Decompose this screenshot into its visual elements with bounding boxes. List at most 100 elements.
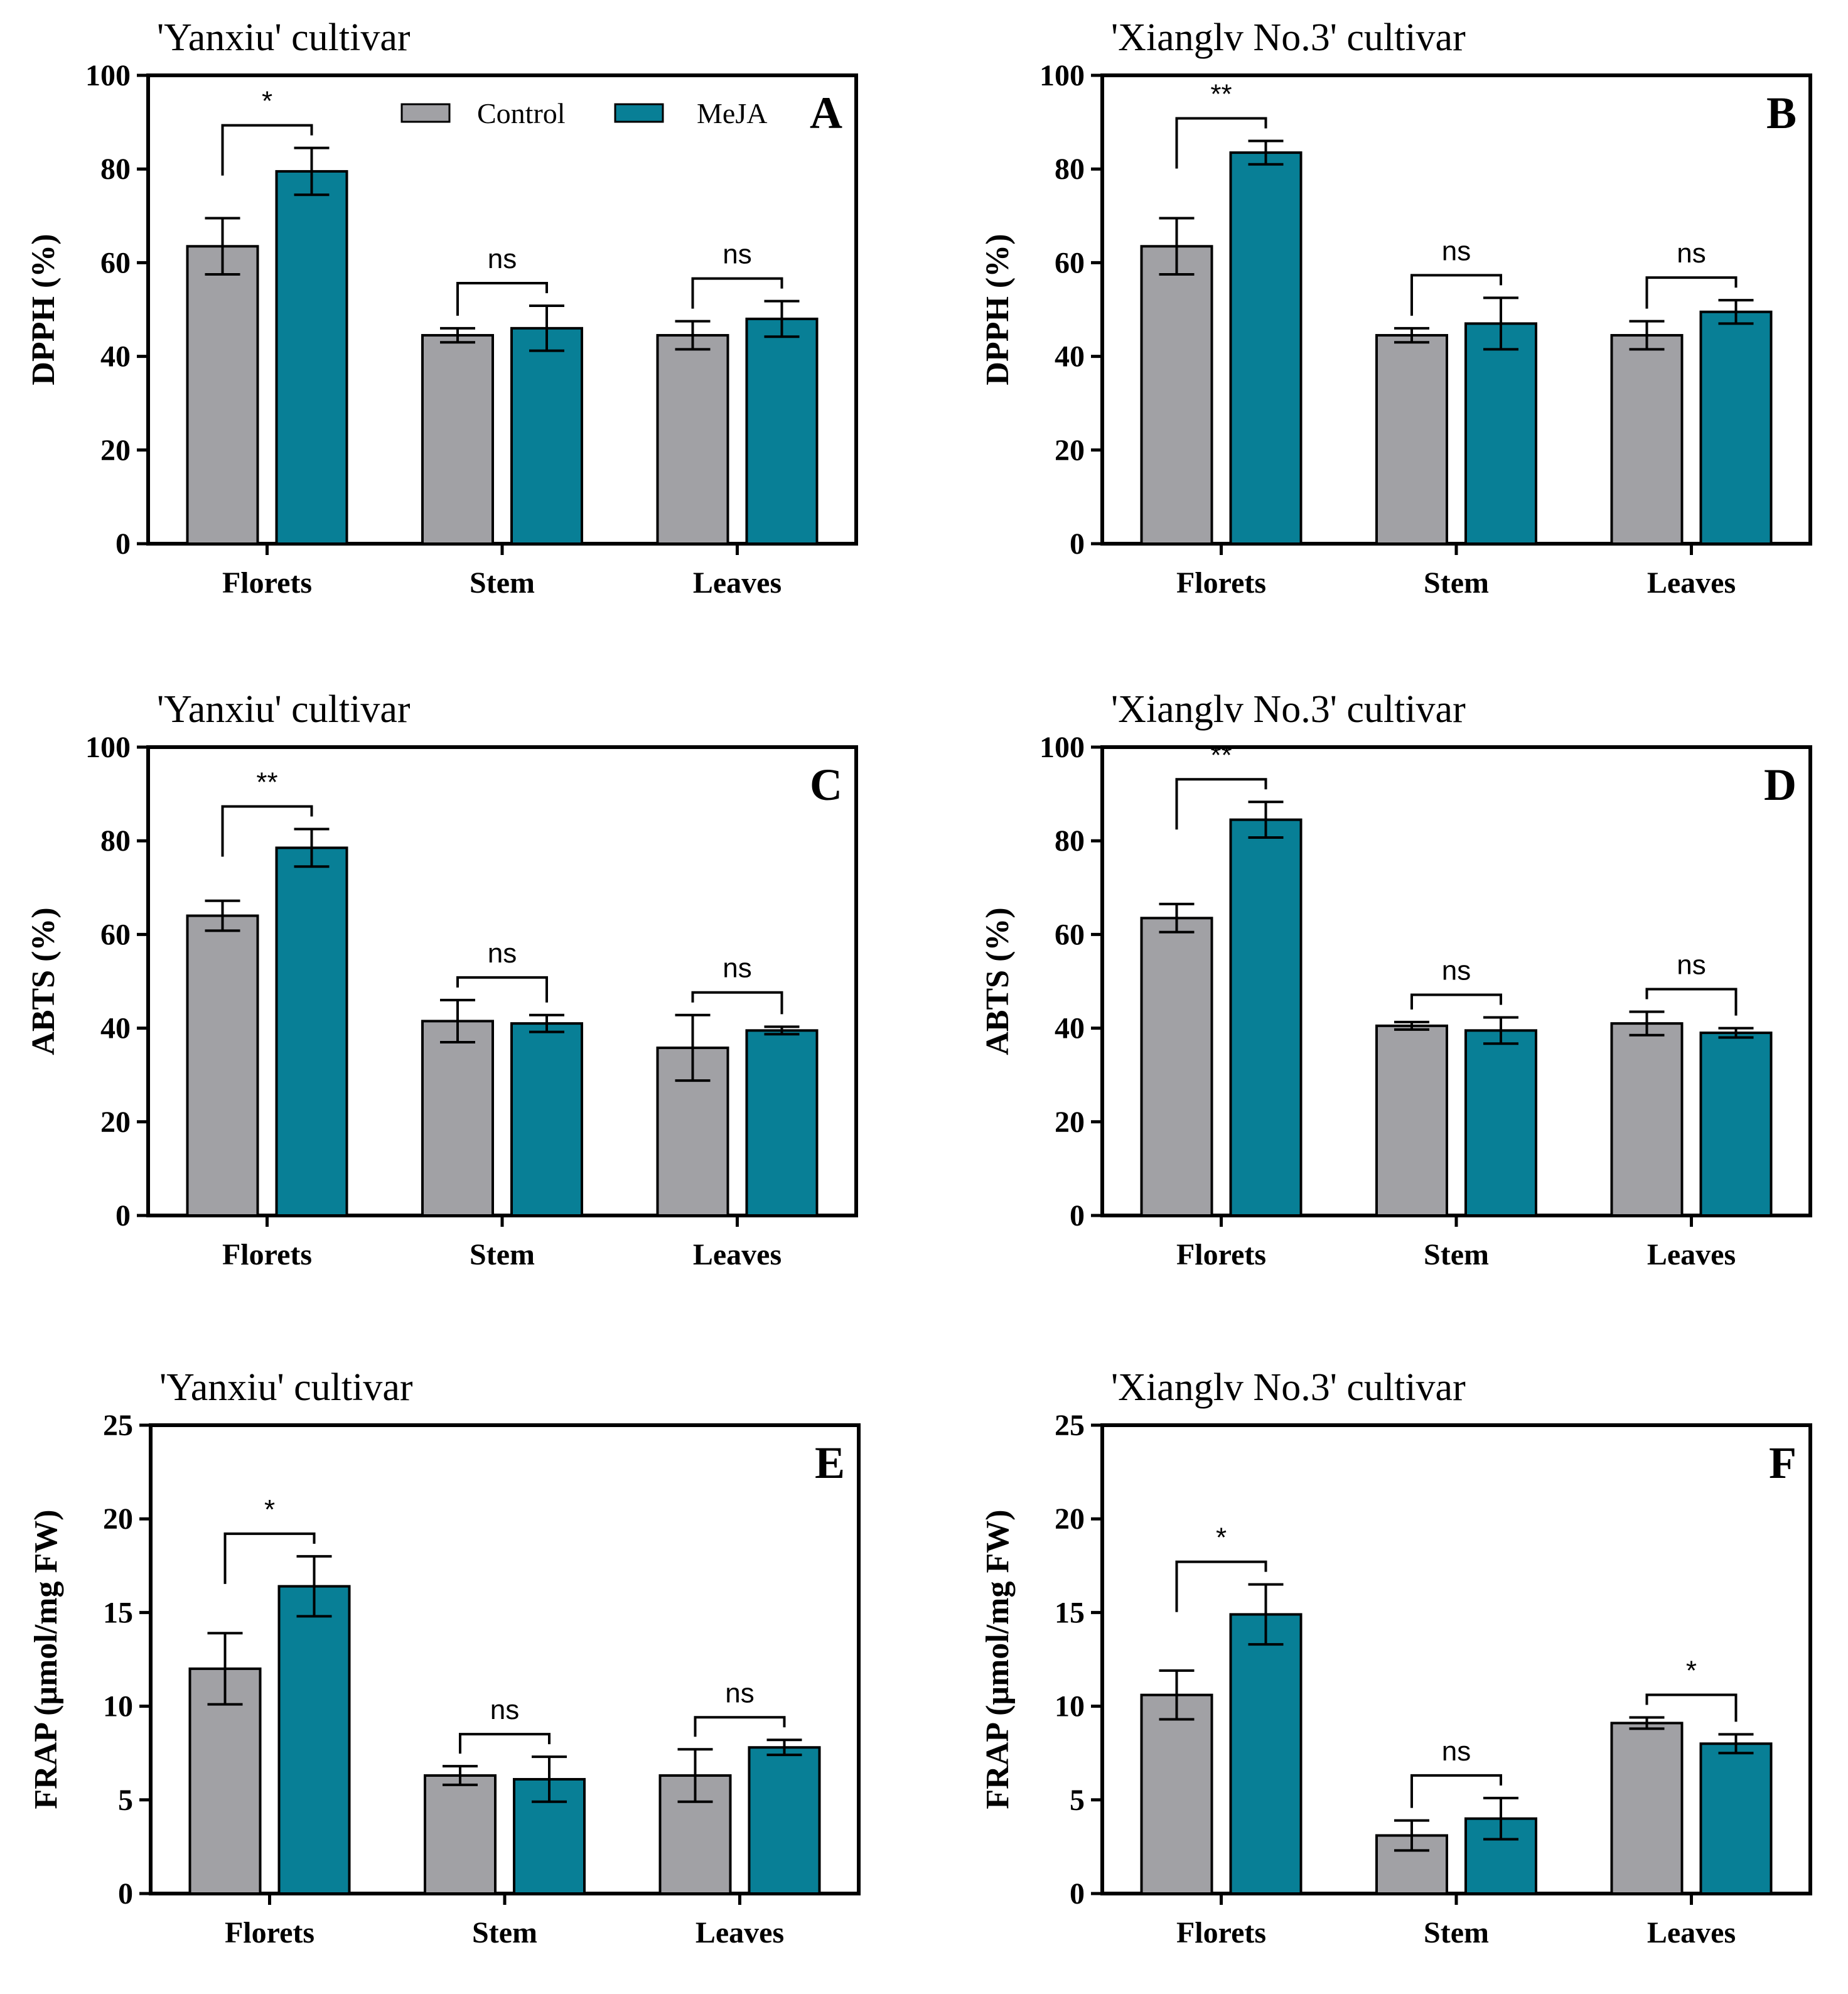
significance-label: ** bbox=[1210, 740, 1232, 770]
panel-title: 'Xianglv No.3' cultivar bbox=[1111, 1366, 1466, 1409]
bar-control bbox=[421, 1020, 494, 1217]
y-tick-label: 100 bbox=[85, 59, 131, 92]
panel-title: 'Yanxiu' cultivar bbox=[157, 688, 411, 731]
y-tick-label: 0 bbox=[1070, 527, 1085, 561]
significance-bracket bbox=[1175, 1560, 1267, 1612]
significance-bracket bbox=[1410, 1774, 1502, 1808]
significance-label: ns bbox=[725, 1678, 754, 1708]
panels: 'Yanxiu' cultivar A DPPH (%) 0 20 40 60 80 100 Fl… bbox=[26, 16, 1812, 1949]
x-tick-label: Stem bbox=[1424, 1238, 1489, 1271]
bar-meja bbox=[1229, 818, 1303, 1217]
y-tick-label: 0 bbox=[118, 1877, 133, 1910]
y-axis-label: ABTS (%) bbox=[980, 907, 1016, 1055]
x-tick-label: Florets bbox=[1176, 1916, 1266, 1949]
bar-meja bbox=[745, 1029, 819, 1217]
x-tick-label: Leaves bbox=[696, 1916, 784, 1949]
bar-meja bbox=[1229, 1613, 1303, 1895]
panel-letter: C bbox=[810, 760, 842, 810]
y-axis-label: FRAP (μmol/mg FW) bbox=[28, 1509, 64, 1809]
x-tick-label: Leaves bbox=[1647, 566, 1736, 600]
significance-bracket bbox=[459, 1733, 551, 1754]
y-tick-label: 40 bbox=[1055, 1012, 1085, 1045]
significance-label: ns bbox=[1677, 949, 1706, 980]
bar-meja bbox=[277, 1585, 351, 1895]
panel-letter: E bbox=[815, 1438, 845, 1488]
y-tick-label: 100 bbox=[1040, 731, 1085, 764]
bar-control bbox=[1140, 917, 1213, 1217]
x-tick-label: Florets bbox=[1176, 1238, 1266, 1271]
significance-bracket bbox=[223, 1532, 316, 1584]
bar-control bbox=[1140, 1693, 1213, 1895]
y-tick-label: 15 bbox=[103, 1596, 133, 1629]
bar-control bbox=[188, 1667, 262, 1895]
y-tick-label: 40 bbox=[100, 340, 131, 374]
significance-label: * bbox=[1686, 1656, 1697, 1686]
bar-control bbox=[1140, 245, 1213, 545]
panel-letter: A bbox=[810, 88, 842, 138]
legend-meja-label: MeJA bbox=[697, 97, 767, 129]
significance-label: ns bbox=[1442, 955, 1471, 986]
chart-panel-b: 'Xianglv No.3' cultivar B DPPH (%) 0 20 40 60 8… bbox=[980, 16, 1812, 600]
y-tick-label: 60 bbox=[1055, 918, 1085, 951]
significance-label: ns bbox=[488, 938, 517, 969]
panel-letter: D bbox=[1764, 760, 1797, 810]
bar-meja bbox=[510, 1022, 583, 1217]
legend-control-label: Control bbox=[477, 97, 566, 129]
y-tick-label: 100 bbox=[1040, 59, 1085, 92]
y-tick-label: 15 bbox=[1055, 1596, 1085, 1629]
y-tick-label: 0 bbox=[1070, 1877, 1085, 1910]
significance-label: ns bbox=[723, 239, 751, 270]
panel-letter: B bbox=[1766, 88, 1797, 138]
significance-bracket bbox=[691, 991, 783, 1015]
y-tick-label: 80 bbox=[1055, 824, 1085, 858]
legend-control-swatch bbox=[400, 103, 451, 123]
significance-bracket bbox=[456, 282, 548, 316]
chart-panel-f: 'Xianglv No.3' cultivar F FRAP (μmol/mg FW… bbox=[980, 1366, 1812, 1949]
significance-bracket bbox=[1645, 276, 1738, 309]
chart-panel-d: 'Xianglv No.3' cultivar D ABTS (%) 0 20 40 60 8… bbox=[980, 688, 1812, 1271]
significance-bracket bbox=[691, 277, 783, 309]
bar-meja bbox=[745, 317, 819, 545]
significance-bracket bbox=[1645, 1693, 1738, 1722]
chart-panel-c: 'Yanxiu' cultivar C ABTS (%) 0 20 40 60 80 100 Fl… bbox=[26, 688, 858, 1271]
y-tick-label: 25 bbox=[103, 1409, 133, 1442]
bar-control bbox=[1610, 1722, 1684, 1895]
significance-bracket bbox=[1175, 778, 1267, 830]
bar-control bbox=[1610, 1022, 1684, 1217]
y-tick-label: 80 bbox=[100, 824, 131, 858]
x-tick-label: Florets bbox=[222, 1238, 312, 1271]
bar-meja bbox=[1699, 1742, 1773, 1895]
y-tick-label: 100 bbox=[85, 731, 131, 764]
x-tick-label: Leaves bbox=[693, 1238, 782, 1271]
y-tick-label: 5 bbox=[1070, 1784, 1085, 1817]
panel-title: 'Yanxiu' cultivar bbox=[159, 1366, 413, 1409]
significance-label: ns bbox=[1677, 238, 1706, 269]
y-tick-label: 25 bbox=[1055, 1409, 1085, 1442]
chart-panel-e: 'Yanxiu' cultivar E FRAP (μmol/mg FW) 0 5 10 1… bbox=[28, 1366, 861, 1949]
y-tick-label: 20 bbox=[1055, 1106, 1085, 1139]
significance-label: ns bbox=[490, 1695, 519, 1725]
y-tick-label: 60 bbox=[100, 246, 131, 279]
x-tick-label: Stem bbox=[470, 566, 535, 600]
y-tick-label: 5 bbox=[118, 1784, 133, 1817]
x-tick-label: Leaves bbox=[693, 566, 782, 600]
x-tick-label: Leaves bbox=[1647, 1238, 1736, 1271]
bar-control bbox=[421, 334, 494, 546]
y-tick-label: 20 bbox=[1055, 1502, 1085, 1536]
significance-label: * bbox=[1216, 1522, 1227, 1553]
significance-label: ns bbox=[488, 244, 517, 274]
legend: Control MeJA bbox=[400, 97, 767, 129]
bar-control bbox=[186, 245, 259, 545]
bar-meja bbox=[275, 846, 348, 1217]
bar-control bbox=[1375, 334, 1448, 546]
panel-title: 'Yanxiu' cultivar bbox=[157, 16, 411, 59]
bar-meja bbox=[510, 326, 583, 546]
x-tick-label: Leaves bbox=[1647, 1916, 1736, 1949]
y-tick-label: 80 bbox=[1055, 153, 1085, 186]
y-axis-label: DPPH (%) bbox=[980, 234, 1016, 385]
bar-meja bbox=[1699, 310, 1773, 545]
y-axis-label: DPPH (%) bbox=[26, 234, 62, 385]
y-axis-label: ABTS (%) bbox=[26, 907, 62, 1055]
bar-control bbox=[656, 334, 729, 546]
